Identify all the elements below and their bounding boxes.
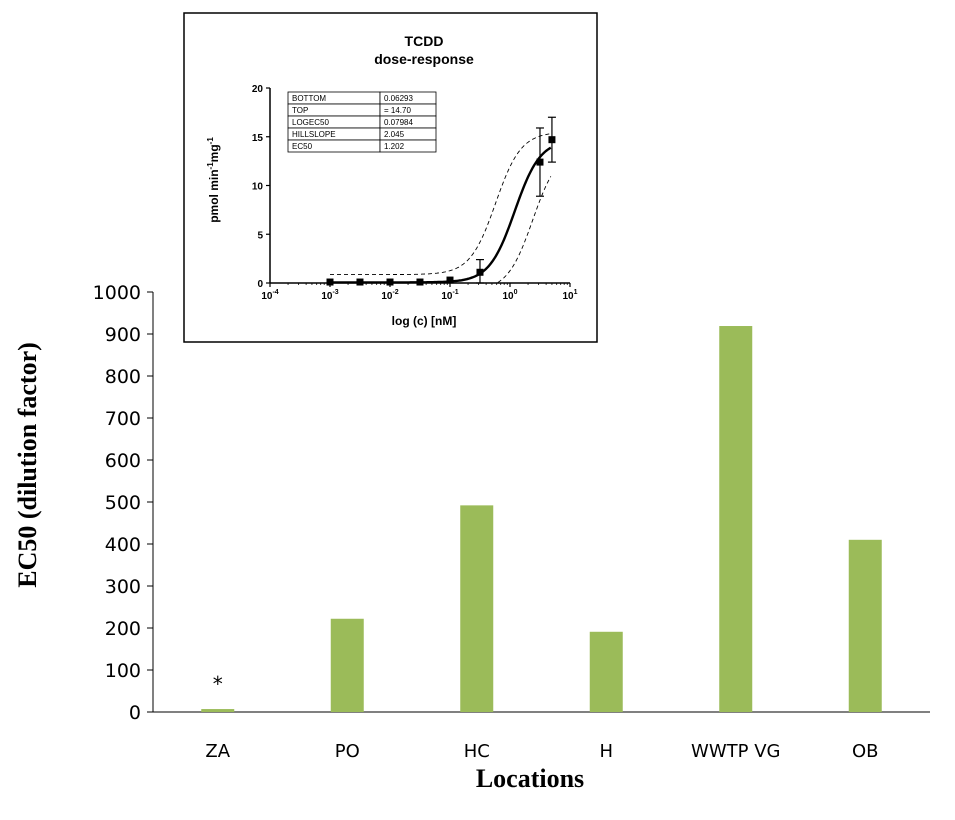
inset-y-tick-label: 5 xyxy=(257,230,263,241)
inset-x-axis-label: log (c) [nM] xyxy=(392,314,457,328)
inset-table-param: HILLSLOPE xyxy=(292,130,336,139)
main-y-tick-label: 800 xyxy=(105,366,141,388)
bar-h xyxy=(589,631,623,712)
inset-x-tick-label: 101 xyxy=(562,289,577,302)
bar-wwtp-vg xyxy=(719,326,753,712)
main-category-label: WWTP VG xyxy=(691,741,780,762)
main-category-label: HC xyxy=(464,741,490,762)
inset-title: TCDD xyxy=(405,33,444,49)
inset-parameter-table: BOTTOM 0.06293 TOP = 14.70 LOGEC50 0.07984 HIL… xyxy=(287,91,437,153)
inset-x-tick-label: 10-3 xyxy=(321,289,338,302)
inset-y-tick-label: 10 xyxy=(252,182,264,193)
main-y-axis-label: EC50 (dilution factor) xyxy=(13,342,42,588)
inset-y-tick-label: 15 xyxy=(252,133,264,144)
main-y-tick-label: 300 xyxy=(105,576,141,598)
bar-ob xyxy=(848,539,882,712)
inset-x-tick-label: 10-2 xyxy=(381,289,398,302)
significance-asterisk: * xyxy=(213,672,223,696)
inset-data-point xyxy=(476,268,484,276)
inset-table-value: 0.07984 xyxy=(384,118,413,127)
inset-data-point xyxy=(416,278,424,286)
inset-x-ticks: 10-4 10-3 10-2 10-1 100 101 xyxy=(261,283,578,302)
inset-data-point xyxy=(536,158,544,166)
inset-x-tick-label: 10-4 xyxy=(261,289,278,302)
bar-za xyxy=(201,709,235,712)
inset-data-point xyxy=(446,276,454,284)
main-y-tick-label: 1000 xyxy=(93,282,141,304)
main-y-tick-label: 400 xyxy=(105,534,141,556)
inset-table-param: TOP xyxy=(292,106,308,115)
inset-table-value: 2.045 xyxy=(384,130,405,139)
main-annotations: * xyxy=(213,672,223,696)
main-y-tick-label: 0 xyxy=(129,702,141,724)
inset-x-tick-label: 10-1 xyxy=(441,289,458,302)
main-y-tick-label: 600 xyxy=(105,450,141,472)
inset-data-points xyxy=(326,116,556,286)
inset-chart: TCDD dose-response 0 5 10 15 20 10-4 10-3 10-2… xyxy=(183,12,598,343)
inset-y-axis-label-group: pmol min-1mg-1 xyxy=(206,137,221,223)
main-y-tick-label: 900 xyxy=(105,324,141,346)
inset-data-point xyxy=(326,278,334,286)
main-y-ticks: 0 100 200 300 400 500 600 700 800 900 1000 xyxy=(93,282,153,724)
inset-table-param: EC50 xyxy=(292,142,313,151)
inset-y-tick-label: 0 xyxy=(257,279,263,290)
main-y-tick-label: 700 xyxy=(105,408,141,430)
bar-po xyxy=(330,618,364,712)
inset-data-point xyxy=(548,136,556,144)
main-category-label: PO xyxy=(335,741,360,762)
main-y-tick-label: 100 xyxy=(105,660,141,682)
inset-y-axis-label: pmol min-1mg-1 xyxy=(206,137,221,223)
main-bars xyxy=(201,326,882,712)
bar-hc xyxy=(460,505,494,712)
inset-x-tick-label: 100 xyxy=(502,289,517,302)
inset-y-ticks: 0 5 10 15 20 xyxy=(252,84,270,290)
main-category-label: ZA xyxy=(205,741,230,762)
inset-table-param: LOGEC50 xyxy=(292,118,329,127)
inset-confidence-upper xyxy=(330,133,551,276)
inset-data-point xyxy=(356,278,364,286)
main-y-tick-label: 200 xyxy=(105,618,141,640)
inset-data-point xyxy=(386,278,394,286)
inset-table-value: 1.202 xyxy=(384,142,405,151)
main-category-label: H xyxy=(599,741,613,762)
main-x-axis-label: Locations xyxy=(476,764,584,793)
inset-y-tick-label: 20 xyxy=(252,84,264,95)
inset-subtitle: dose-response xyxy=(374,51,474,67)
inset-table-param: BOTTOM xyxy=(292,94,326,103)
main-category-labels: ZA PO HC H WWTP VG OB xyxy=(205,741,878,762)
inset-table-value: = 14.70 xyxy=(384,106,411,115)
inset-table-cell xyxy=(379,139,437,153)
main-category-label: OB xyxy=(852,741,879,762)
inset-table-value: 0.06293 xyxy=(384,94,413,103)
main-y-tick-label: 500 xyxy=(105,492,141,514)
